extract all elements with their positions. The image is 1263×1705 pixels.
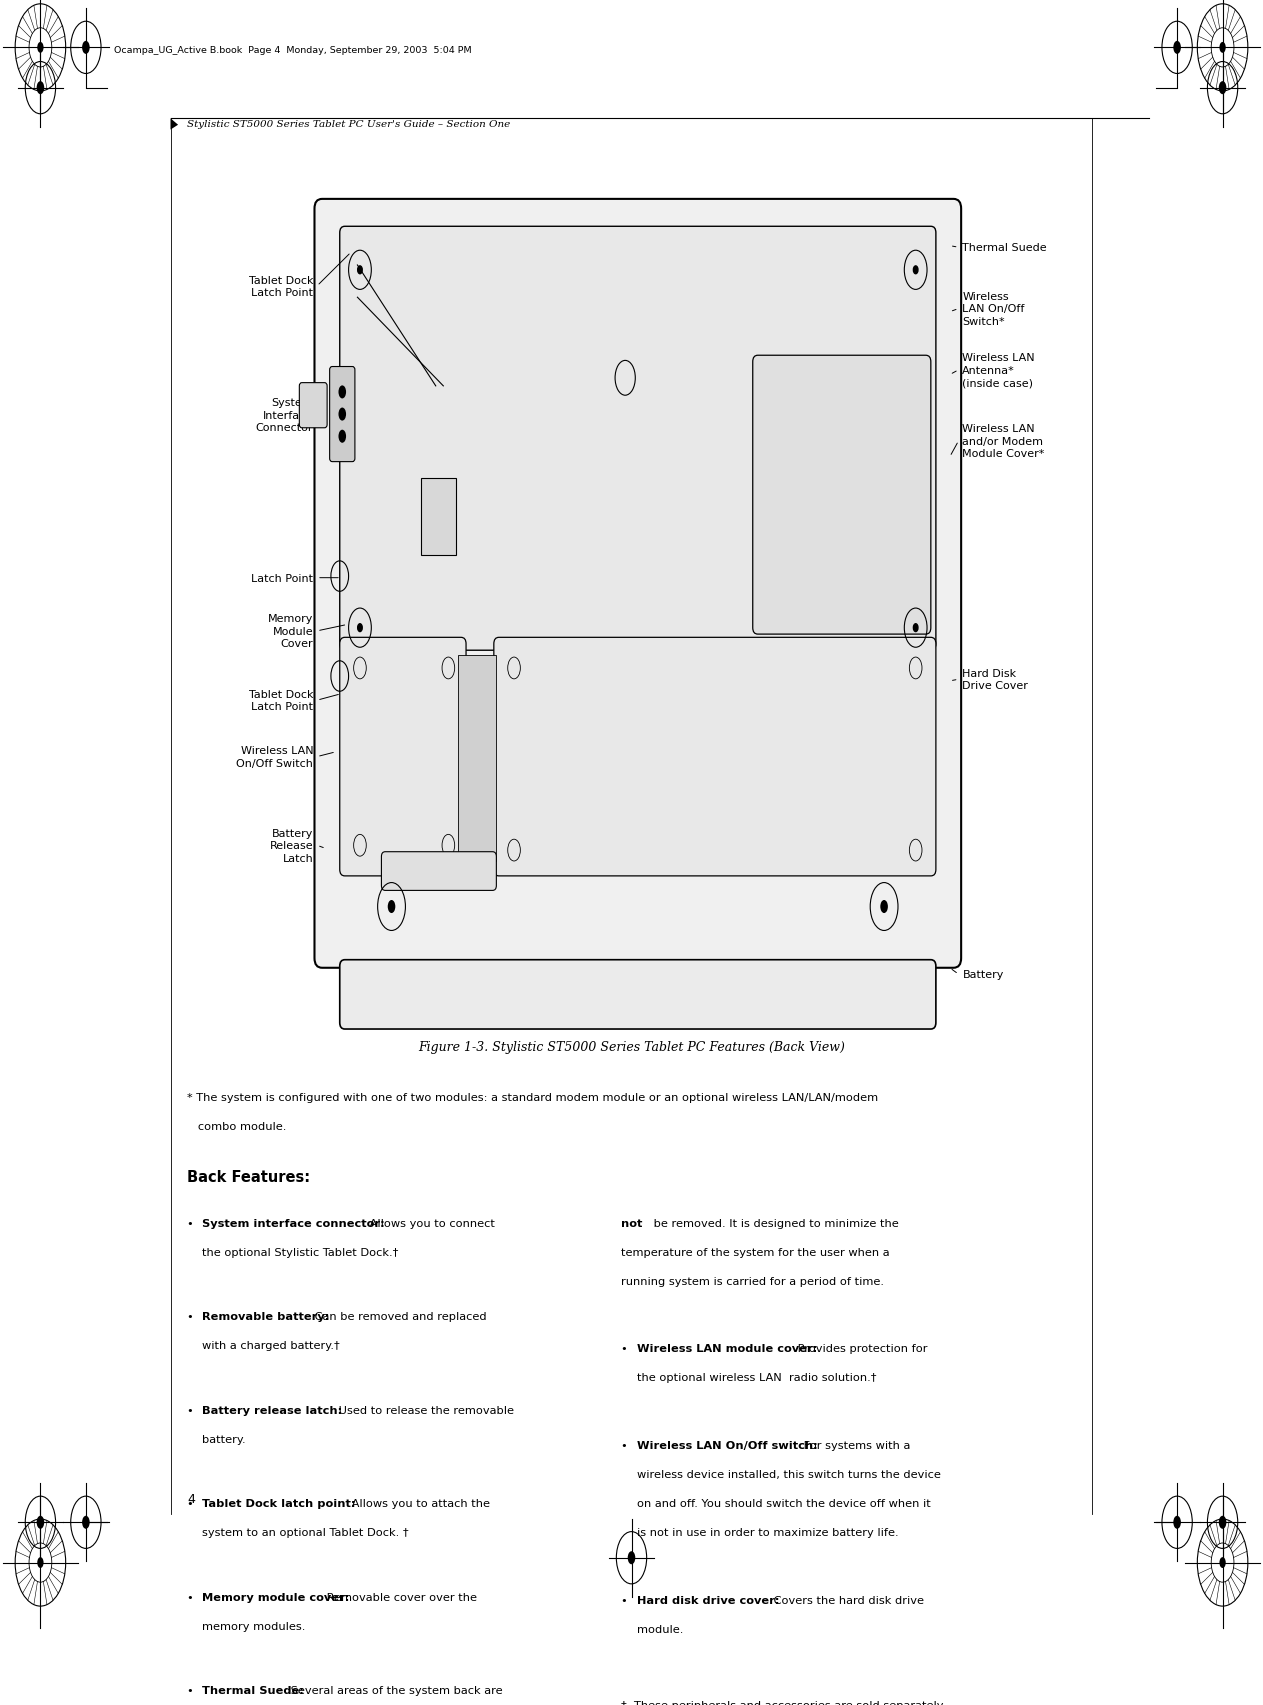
Text: be removed. It is designed to minimize the: be removed. It is designed to minimize t…	[650, 1217, 899, 1228]
Text: Memory module cover:: Memory module cover:	[202, 1592, 350, 1601]
Ellipse shape	[880, 900, 888, 914]
Text: Can be removed and replaced: Can be removed and replaced	[311, 1311, 486, 1321]
Text: Thermal Suede:: Thermal Suede:	[202, 1685, 304, 1695]
Text: Wireless LAN
and/or Modem
Module Cover*: Wireless LAN and/or Modem Module Cover*	[962, 425, 1045, 459]
Text: •: •	[187, 1405, 197, 1415]
Text: •: •	[187, 1685, 197, 1695]
Text: •: •	[187, 1311, 197, 1321]
Text: Memory
Module
Cover: Memory Module Cover	[268, 614, 313, 650]
Text: with a charged battery.†: with a charged battery.†	[202, 1340, 340, 1350]
Text: Stylistic ST5000 Series Tablet PC User's Guide – Section One: Stylistic ST5000 Series Tablet PC User's…	[187, 119, 510, 128]
Polygon shape	[171, 119, 178, 131]
Ellipse shape	[1173, 43, 1181, 55]
Ellipse shape	[1220, 1557, 1225, 1569]
Ellipse shape	[1173, 1516, 1181, 1529]
Text: Battery
Release
Latch: Battery Release Latch	[269, 829, 313, 863]
Text: Wireless LAN On/Off switch:: Wireless LAN On/Off switch:	[637, 1441, 817, 1451]
Text: Ocampa_UG_Active B.book  Page 4  Monday, September 29, 2003  5:04 PM: Ocampa_UG_Active B.book Page 4 Monday, S…	[114, 46, 471, 55]
FancyBboxPatch shape	[494, 638, 936, 876]
Text: Wireless LAN
On/Off Switch: Wireless LAN On/Off Switch	[236, 747, 313, 769]
Text: •: •	[621, 1344, 632, 1354]
Text: the optional Stylistic Tablet Dock.†: the optional Stylistic Tablet Dock.†	[202, 1246, 398, 1257]
Text: Thermal Suede: Thermal Suede	[962, 244, 1047, 252]
Text: wireless device installed, this switch turns the device: wireless device installed, this switch t…	[637, 1470, 941, 1480]
Text: System interface connector:: System interface connector:	[202, 1217, 385, 1228]
Text: Hard disk drive cover:: Hard disk drive cover:	[637, 1594, 779, 1604]
Text: •: •	[187, 1592, 197, 1601]
Text: Tablet Dock
Latch Point: Tablet Dock Latch Point	[249, 689, 313, 713]
Text: •: •	[621, 1441, 632, 1451]
Ellipse shape	[357, 624, 362, 633]
Text: Hard Disk
Drive Cover: Hard Disk Drive Cover	[962, 668, 1028, 691]
FancyBboxPatch shape	[340, 960, 936, 1030]
Text: •: •	[621, 1594, 632, 1604]
Text: Latch Point: Latch Point	[251, 573, 313, 583]
Ellipse shape	[338, 407, 346, 421]
Text: Wireless
LAN On/Off
Switch*: Wireless LAN On/Off Switch*	[962, 292, 1024, 327]
Text: is not in use in order to maximize battery life.: is not in use in order to maximize batte…	[637, 1528, 898, 1538]
Ellipse shape	[82, 43, 90, 55]
Text: Battery release latch:: Battery release latch:	[202, 1405, 342, 1415]
Text: For systems with a: For systems with a	[801, 1441, 911, 1451]
Text: Several areas of the system back are: Several areas of the system back are	[287, 1685, 503, 1695]
Text: battery.: battery.	[202, 1434, 246, 1444]
Ellipse shape	[82, 1516, 90, 1529]
Ellipse shape	[1219, 1516, 1226, 1529]
Text: System
Interface
Connector: System Interface Connector	[255, 399, 313, 433]
FancyBboxPatch shape	[753, 356, 931, 634]
Text: on and off. You should switch the device off when it: on and off. You should switch the device…	[637, 1499, 931, 1509]
Ellipse shape	[1220, 43, 1225, 55]
Ellipse shape	[913, 624, 918, 633]
Text: Back Features:: Back Features:	[187, 1170, 309, 1185]
Text: Allows you to attach the: Allows you to attach the	[347, 1499, 490, 1509]
Text: Removable cover over the: Removable cover over the	[323, 1592, 477, 1601]
Ellipse shape	[38, 43, 43, 55]
Text: 4: 4	[187, 1492, 195, 1506]
Text: Figure 1-3. Stylistic ST5000 Series Tablet PC Features (Back View): Figure 1-3. Stylistic ST5000 Series Tabl…	[418, 1040, 845, 1054]
Ellipse shape	[913, 266, 918, 275]
Text: combo module.: combo module.	[187, 1122, 287, 1130]
Ellipse shape	[357, 266, 362, 275]
Text: •: •	[187, 1217, 197, 1228]
Ellipse shape	[338, 385, 346, 399]
FancyBboxPatch shape	[381, 852, 496, 892]
Text: module.: module.	[637, 1623, 683, 1633]
Text: Wireless LAN
Antenna*
(inside case): Wireless LAN Antenna* (inside case)	[962, 353, 1036, 389]
Text: not: not	[621, 1217, 643, 1228]
Text: memory modules.: memory modules.	[202, 1621, 306, 1630]
Text: Battery: Battery	[962, 970, 1004, 980]
Bar	[421, 479, 456, 556]
Text: Provides protection for: Provides protection for	[794, 1344, 928, 1354]
FancyBboxPatch shape	[340, 227, 936, 651]
Text: Allows you to connect: Allows you to connect	[366, 1217, 495, 1228]
FancyBboxPatch shape	[340, 638, 466, 876]
Text: Tablet Dock latch point:: Tablet Dock latch point:	[202, 1499, 356, 1509]
Ellipse shape	[388, 900, 395, 914]
Text: temperature of the system for the user when a: temperature of the system for the user w…	[621, 1246, 890, 1257]
Text: •: •	[187, 1499, 197, 1509]
Text: Tablet Dock
Latch Point: Tablet Dock Latch Point	[249, 276, 313, 298]
Text: system to an optional Tablet Dock. †: system to an optional Tablet Dock. †	[202, 1528, 409, 1538]
Text: the optional wireless LAN  radio solution.†: the optional wireless LAN radio solution…	[637, 1373, 877, 1383]
Text: * The system is configured with one of two modules: a standard modem module or a: * The system is configured with one of t…	[187, 1093, 878, 1101]
Ellipse shape	[338, 430, 346, 443]
Ellipse shape	[37, 1516, 44, 1529]
FancyBboxPatch shape	[330, 367, 355, 462]
Text: Used to release the removable: Used to release the removable	[336, 1405, 514, 1415]
Text: †  These peripherals and accessories are sold separately.: † These peripherals and accessories are …	[621, 1700, 946, 1705]
Text: Wireless LAN module cover:: Wireless LAN module cover:	[637, 1344, 817, 1354]
Ellipse shape	[37, 82, 44, 95]
Text: Removable battery:: Removable battery:	[202, 1311, 330, 1321]
Ellipse shape	[1219, 82, 1226, 95]
Text: Covers the hard disk drive: Covers the hard disk drive	[770, 1594, 925, 1604]
Bar	[458, 656, 496, 861]
FancyBboxPatch shape	[314, 199, 961, 968]
Text: running system is carried for a period of time.: running system is carried for a period o…	[621, 1275, 884, 1286]
Ellipse shape	[38, 1557, 43, 1569]
Ellipse shape	[628, 1552, 635, 1565]
FancyBboxPatch shape	[299, 384, 327, 428]
